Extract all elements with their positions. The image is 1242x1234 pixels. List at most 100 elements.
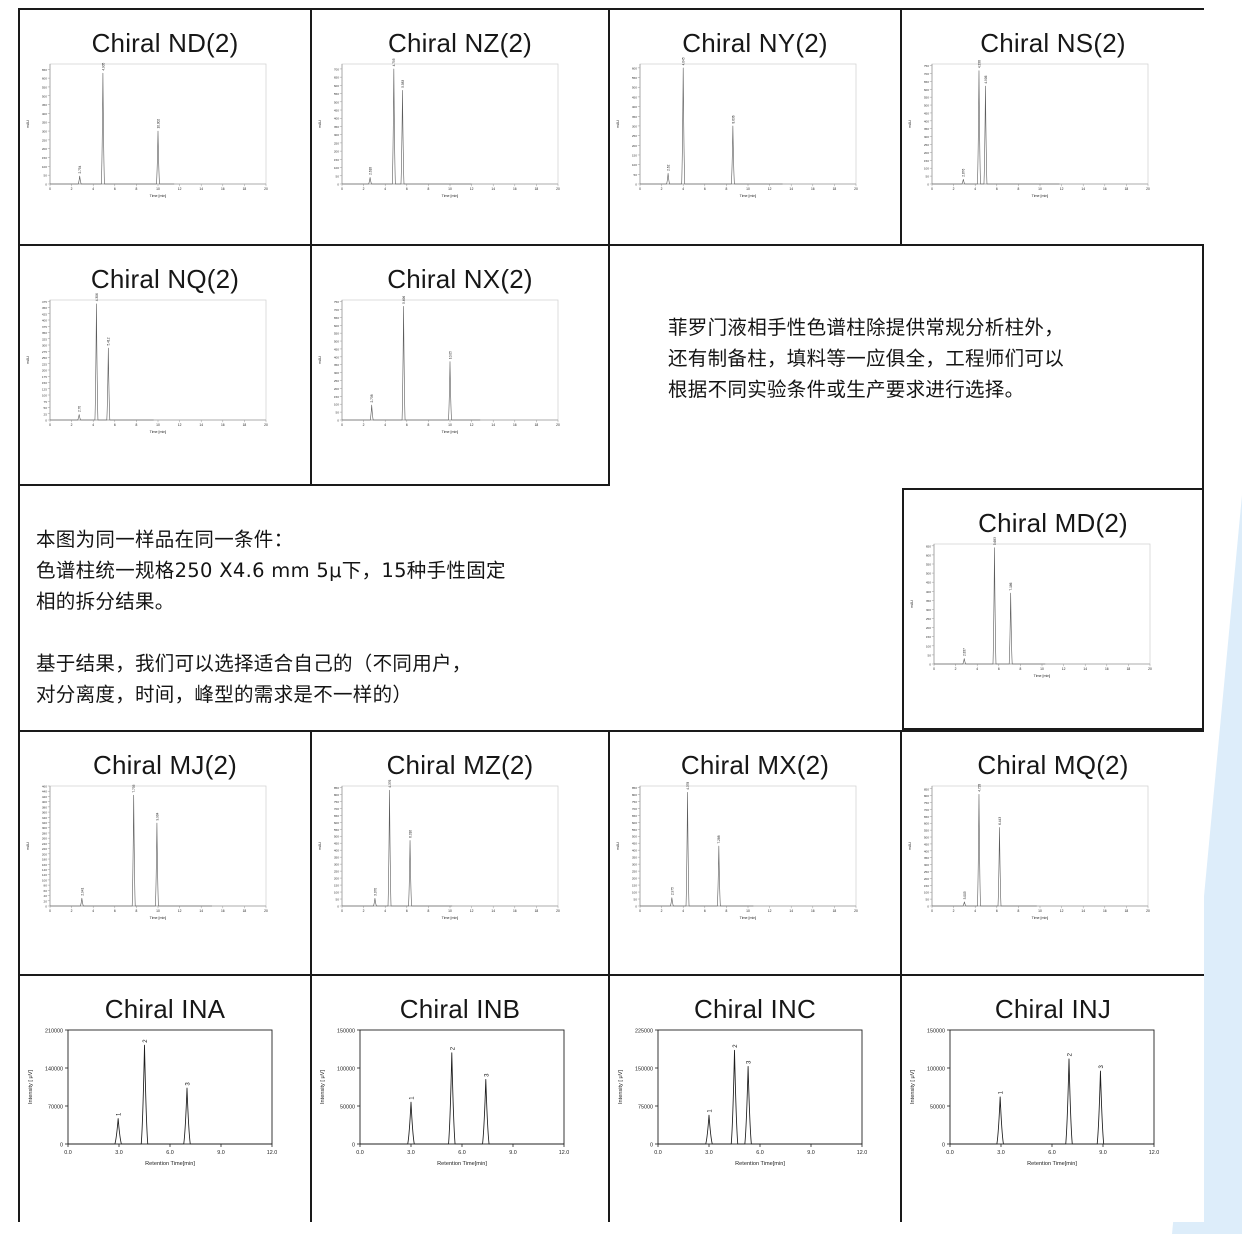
svg-text:0: 0 [341,187,343,191]
svg-text:3.0: 3.0 [997,1150,1005,1156]
svg-text:12: 12 [470,909,474,913]
svg-text:2: 2 [143,1039,149,1043]
chromatogram-nz2: 0 50 100 150 200 250 300 350 400 450 500 550 600 650 7… [312,56,608,211]
svg-text:500: 500 [42,94,47,98]
svg-text:700: 700 [334,67,339,71]
svg-text:7.288: 7.288 [717,835,721,843]
svg-text:400: 400 [924,849,929,853]
svg-text:4: 4 [682,187,684,191]
svg-text:300: 300 [42,344,47,348]
svg-text:2: 2 [450,1046,456,1050]
svg-text:4.378: 4.378 [686,782,690,790]
svg-text:0: 0 [635,183,637,187]
svg-text:175: 175 [42,375,47,379]
svg-text:20: 20 [264,187,268,191]
chart-title-nz2: Chiral NZ(2) [388,28,532,58]
svg-text:250: 250 [924,870,929,874]
chromatogram-svg: 0255075100125150175200225250275300325350… [26,293,268,434]
svg-text:0: 0 [45,183,47,187]
chromatogram-svg: 0 50000 100000 150000 0.0 3.0 6.0 9.0 12.0 Retent… [320,1028,569,1167]
svg-text:mAU: mAU [318,356,322,364]
chromatogram-svg: 0501001502002503003504004505005506006507… [908,784,1150,920]
svg-text:250: 250 [334,870,339,874]
svg-text:6: 6 [114,423,116,427]
svg-text:450: 450 [334,109,339,113]
svg-text:50: 50 [928,653,932,657]
chromatogram-svg: 0 50000 100000 150000 0.0 3.0 6.0 9.0 12.0 Retent… [910,1028,1159,1167]
svg-text:10: 10 [1038,909,1042,913]
svg-text:4.906: 4.906 [984,75,988,83]
svg-text:14: 14 [789,187,793,191]
svg-text:4: 4 [976,667,978,671]
svg-text:14: 14 [199,423,203,427]
svg-text:2.975: 2.975 [670,887,674,895]
svg-text:14: 14 [491,423,495,427]
svg-text:400: 400 [924,119,929,123]
svg-text:300: 300 [334,133,339,137]
chart-cell-nd2: Chiral ND(2) 0 50 100 150 200 250 300 350 400 450… [20,10,312,246]
svg-text:9.0: 9.0 [509,1150,517,1156]
svg-text:12: 12 [1062,667,1066,671]
svg-text:700: 700 [334,308,339,312]
svg-text:Intensity [ μV]: Intensity [ μV] [910,1070,916,1104]
svg-text:14: 14 [1081,909,1085,913]
svg-text:500: 500 [926,572,931,576]
svg-text:400: 400 [926,590,931,594]
svg-text:1: 1 [117,1112,123,1116]
svg-text:50: 50 [336,174,340,178]
svg-text:100: 100 [926,644,931,648]
svg-text:0: 0 [639,909,641,913]
svg-text:150: 150 [924,159,929,163]
svg-text:650: 650 [632,814,637,818]
chart-cell-ina: Chiral INA 0 70000 140000 210000 0.0 3.0 6.0 9.… [20,976,312,1222]
svg-text:2.62: 2.62 [666,164,670,170]
svg-text:70000: 70000 [48,1104,63,1110]
svg-text:100: 100 [924,891,929,895]
svg-text:650: 650 [924,80,929,84]
svg-text:260: 260 [42,837,47,841]
svg-text:100: 100 [632,891,637,895]
svg-text:3.0: 3.0 [115,1150,123,1156]
svg-text:160: 160 [42,863,47,867]
svg-text:300: 300 [924,135,929,139]
svg-text:250: 250 [334,141,339,145]
svg-text:10: 10 [1040,667,1044,671]
svg-text:450: 450 [334,347,339,351]
svg-text:600: 600 [924,88,929,92]
chart-cell-nz2: Chiral NZ(2) 0 50 100 150 200 250 300 350 400 450… [312,10,610,246]
svg-text:140000: 140000 [45,1066,63,1072]
svg-text:800: 800 [632,793,637,797]
svg-text:200: 200 [334,387,339,391]
svg-text:12: 12 [178,909,182,913]
svg-text:650: 650 [924,815,929,819]
svg-text:600: 600 [42,77,47,81]
svg-text:360: 360 [42,811,47,815]
svg-text:200: 200 [42,369,47,373]
chart-cell-mj2: Chiral MJ(2) 0 20 40 60 80 100 120 140 160 180 200… [20,730,312,976]
svg-text:500: 500 [334,340,339,344]
svg-text:4: 4 [384,423,386,427]
chart-title-md2: Chiral MD(2) [978,508,1128,538]
chart-title-nx2: Chiral NX(2) [387,264,533,294]
svg-text:20: 20 [556,187,560,191]
svg-text:8: 8 [725,187,727,191]
svg-text:Time [min]: Time [min] [442,194,459,198]
svg-text:180: 180 [42,858,47,862]
svg-text:7.186: 7.186 [1009,582,1013,590]
svg-text:12: 12 [178,187,182,191]
svg-text:250: 250 [42,138,47,142]
chromatogram-svg: 0501001502002503003504004505005506006507… [616,782,858,920]
svg-text:210000: 210000 [45,1028,63,1034]
svg-text:400: 400 [632,105,637,109]
svg-text:150: 150 [632,153,637,157]
svg-text:4: 4 [974,909,976,913]
svg-text:250: 250 [42,356,47,360]
svg-text:3: 3 [484,1073,490,1077]
svg-text:225000: 225000 [635,1028,653,1034]
svg-text:350: 350 [632,856,637,860]
svg-text:320: 320 [42,821,47,825]
svg-text:3.005: 3.005 [963,891,967,899]
svg-text:75000: 75000 [638,1104,653,1110]
svg-text:12: 12 [1060,909,1064,913]
svg-text:100: 100 [42,878,47,882]
